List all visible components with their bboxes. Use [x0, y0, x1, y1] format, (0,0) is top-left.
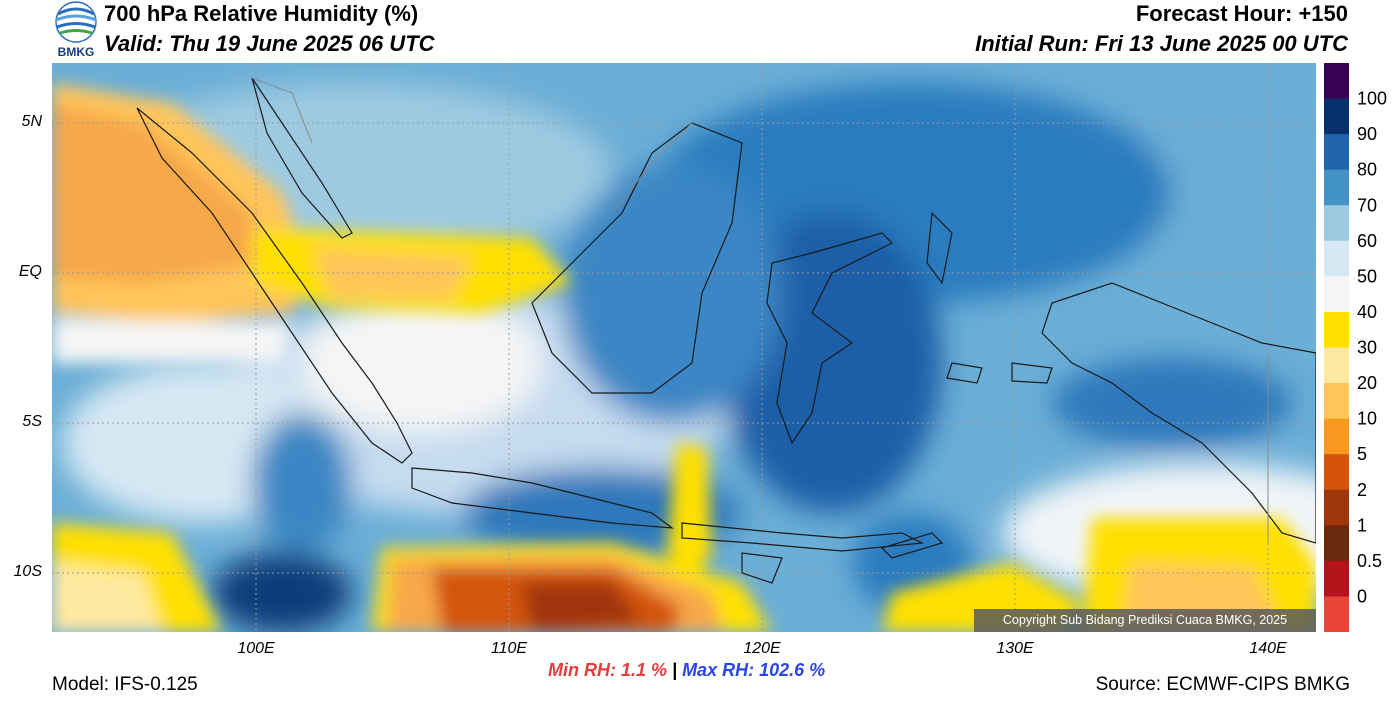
- colorbar-swatch: [1324, 311, 1349, 348]
- colorbar-label: 0.5: [1357, 551, 1382, 571]
- colorbar-label: 2: [1357, 480, 1367, 500]
- rh-stats: Min RH: 1.1 % | Max RH: 102.6 %: [548, 660, 825, 681]
- colorbar-label: 30: [1357, 338, 1377, 358]
- colorbar-label: 60: [1357, 231, 1377, 251]
- colorbar-label: 0: [1357, 586, 1367, 606]
- initial-run: Initial Run: Fri 13 June 2025 00 UTC: [975, 31, 1348, 56]
- map-title: 700 hPa Relative Humidity (%): [104, 1, 419, 26]
- colorbar-label: 50: [1357, 266, 1377, 286]
- colorbar-swatch: [1324, 347, 1349, 384]
- max-rh: Max RH: 102.6 %: [682, 660, 826, 680]
- min-rh: Min RH: 1.1 %: [548, 660, 668, 680]
- colorbar-swatch: [1324, 240, 1349, 277]
- lat-label-5n: 5N: [21, 113, 42, 130]
- colorbar-swatch: [1324, 525, 1349, 562]
- stats-separator: |: [667, 660, 683, 680]
- colorbar: 100 90 80 70 60 50 40 30 20 10 5 2 1 0.5 0: [1324, 63, 1396, 633]
- lat-label-eq: EQ: [18, 263, 42, 280]
- colorbar-swatch: [1324, 276, 1349, 313]
- copyright-notice: Copyright Sub Bidang Prediksi Cuaca BMKG…: [974, 609, 1316, 632]
- colorbar-swatch: [1324, 383, 1349, 420]
- colorbar-label: 40: [1357, 302, 1377, 322]
- forecast-hour: Forecast Hour: +150: [1135, 1, 1348, 26]
- colorbar-label: 70: [1357, 195, 1377, 215]
- coastlines: [136, 77, 1317, 584]
- colorbar-label: 1: [1357, 515, 1367, 535]
- colorbar-label: 80: [1357, 160, 1377, 180]
- colorbar-label: 20: [1357, 373, 1377, 393]
- lon-label-140e: 140E: [1249, 640, 1287, 657]
- colorbar-label: 10: [1357, 409, 1377, 429]
- colorbar-swatch: [1324, 596, 1349, 633]
- colorbar-label: 90: [1357, 124, 1377, 144]
- colorbar-swatch: [1324, 489, 1349, 526]
- colorbar-label: 5: [1357, 444, 1367, 464]
- colorbar-swatch: [1324, 134, 1349, 171]
- lat-label-5s: 5S: [22, 413, 42, 430]
- svg-text:BMKG: BMKG: [58, 45, 95, 58]
- colorbar-swatch: [1324, 63, 1349, 100]
- humidity-field: [52, 63, 1400, 633]
- lon-label-100e: 100E: [237, 640, 275, 657]
- bmkg-logo: BMKG: [50, 0, 102, 59]
- colorbar-swatch: [1324, 205, 1349, 242]
- colorbar-label: 100: [1357, 89, 1387, 109]
- lon-label-110e: 110E: [490, 640, 528, 657]
- lon-label-130e: 130E: [996, 640, 1034, 657]
- lat-label-10s: 10S: [13, 563, 42, 580]
- model-label: Model: IFS-0.125: [52, 674, 198, 695]
- colorbar-swatch: [1324, 418, 1349, 455]
- colorbar-swatch: [1324, 560, 1349, 597]
- valid-time: Valid: Thu 19 June 2025 06 UTC: [104, 31, 435, 56]
- colorbar-svg: 100 90 80 70 60 50 40 30 20 10 5 2 1 0.5 0: [1324, 63, 1387, 633]
- colorbar-swatch: [1324, 169, 1349, 206]
- colorbar-swatch: [1324, 454, 1349, 491]
- humidity-map: [52, 63, 1400, 633]
- source-label: Source: ECMWF-CIPS BMKG: [1095, 674, 1350, 695]
- lon-label-120e: 120E: [743, 640, 781, 657]
- colorbar-swatch: [1324, 98, 1349, 135]
